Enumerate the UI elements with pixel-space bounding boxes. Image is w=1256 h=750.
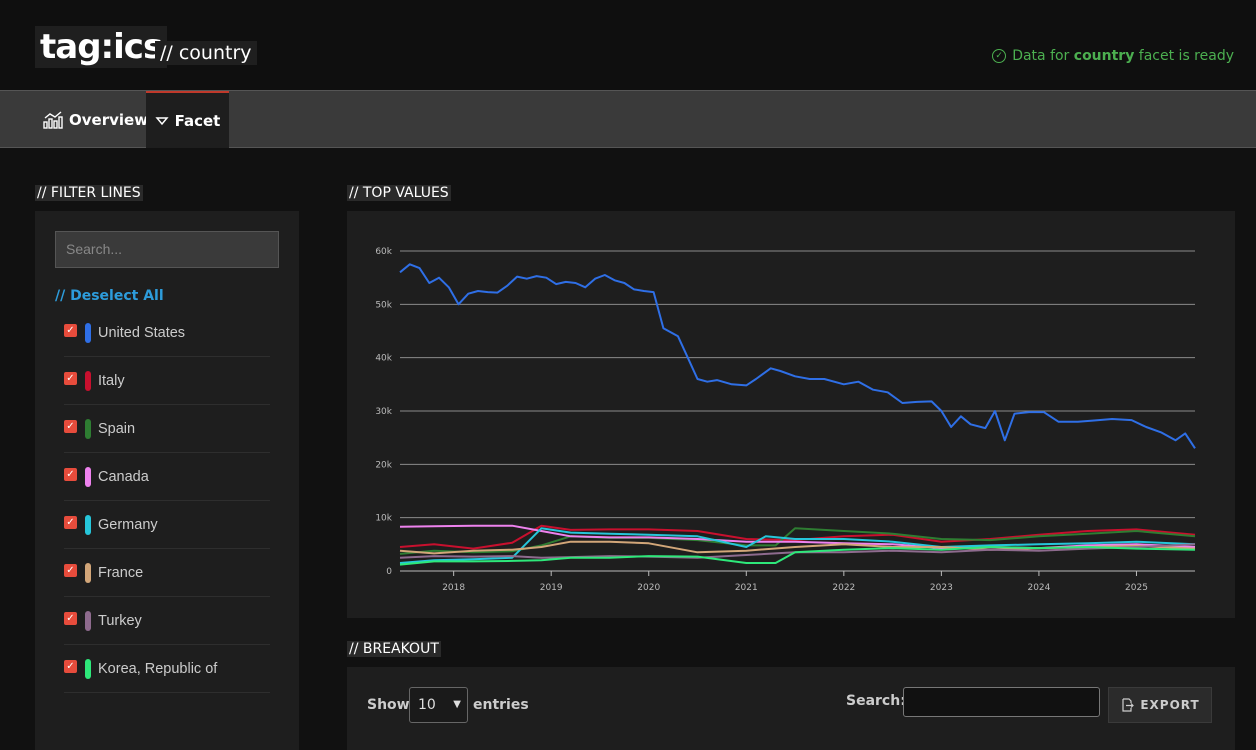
checkbox[interactable]: ✓ <box>64 660 77 673</box>
check-circle-icon: ✓ <box>992 49 1007 63</box>
top-values-chart-panel: 0 10k 20k 30k 40k 50k 60k 2018 2019 2020 2021 2022 2… <box>347 211 1235 618</box>
tab-overview-label: Overview <box>69 110 149 129</box>
top-values-section-text: // TOP VALUES <box>347 185 451 201</box>
x-tick-label: 2020 <box>637 583 660 593</box>
x-tick-label: 2021 <box>735 583 758 593</box>
series-swatch <box>85 562 91 583</box>
y-tick-label: 50k <box>375 300 392 310</box>
entries-label: entries <box>473 697 529 713</box>
x-tick-label: 2025 <box>1125 583 1148 593</box>
checkbox[interactable]: ✓ <box>64 612 77 625</box>
filter-item-label: Korea, Republic of <box>98 660 218 677</box>
checkbox[interactable]: ✓ <box>64 468 77 481</box>
filter-item[interactable]: ✓ Canada <box>64 453 270 501</box>
entries-value: 10 <box>418 697 436 713</box>
tab-bar: Overview Facet <box>0 90 1256 148</box>
y-tick-label: 40k <box>375 354 392 364</box>
tab-facet-label: Facet <box>174 111 221 130</box>
status-prefix: Data for <box>1012 48 1074 64</box>
filter-list: ✓ United States ✓ Italy ✓ Spain ✓ Canada ✓ Ge… <box>64 309 270 693</box>
series-swatch <box>85 658 91 679</box>
series-swatch <box>85 322 91 343</box>
filter-section-text: // FILTER LINES <box>35 185 143 201</box>
series-line <box>399 524 1196 550</box>
series-swatch <box>85 610 91 631</box>
top-values-chart: 0 10k 20k 30k 40k 50k 60k 2018 2019 2020 2021 2022 2… <box>375 247 1196 593</box>
series-line <box>399 543 1196 559</box>
page-subtitle: // country <box>155 41 257 65</box>
export-icon <box>1122 698 1135 712</box>
y-tick-label: 0 <box>386 567 392 577</box>
breakout-panel: Show 10 ▼ entries Search: EXPORT <box>347 667 1235 750</box>
checkbox[interactable]: ✓ <box>64 324 77 337</box>
y-tick-label: 20k <box>375 460 392 470</box>
filter-item-label: Spain <box>98 420 136 437</box>
chart-icon <box>43 110 63 129</box>
y-tick-label: 30k <box>375 407 392 417</box>
series-line <box>399 546 1196 566</box>
checkbox[interactable]: ✓ <box>64 420 77 433</box>
filter-item[interactable]: ✓ Turkey <box>64 597 270 645</box>
series-line <box>399 527 1196 555</box>
filter-item[interactable]: ✓ Italy <box>64 357 270 405</box>
filter-item[interactable]: ✓ Spain <box>64 405 270 453</box>
x-tick-label: 2023 <box>930 583 953 593</box>
x-tick-label: 2022 <box>832 583 855 593</box>
filter-item-label: Germany <box>98 516 158 533</box>
breakout-search-label: Search: <box>846 693 906 709</box>
series-line <box>399 527 1196 564</box>
checkbox[interactable]: ✓ <box>64 372 77 385</box>
series-swatch <box>85 466 91 487</box>
filter-item-label: Turkey <box>98 612 142 629</box>
filter-item[interactable]: ✓ United States <box>64 309 270 357</box>
breakout-section-label: // BREAKOUT <box>347 641 441 657</box>
filter-item[interactable]: ✓ Korea, Republic of <box>64 645 270 693</box>
chevron-down-icon: ▼ <box>453 699 461 710</box>
filter-item-label: Canada <box>98 468 149 485</box>
filter-section-label: // FILTER LINES <box>35 185 143 201</box>
tab-overview[interactable]: Overview <box>35 91 156 148</box>
status-suffix: facet is ready <box>1134 48 1234 64</box>
export-button[interactable]: EXPORT <box>1108 687 1212 723</box>
filter-panel: Search... // Deselect All ✓ United States… <box>35 211 299 750</box>
series-swatch <box>85 514 91 535</box>
app-logo[interactable]: tag:ics <box>35 26 168 68</box>
filter-item-label: United States <box>98 324 186 341</box>
filter-item-label: France <box>98 564 144 581</box>
top-values-section-label: // TOP VALUES <box>347 185 451 201</box>
y-tick-label: 10k <box>375 514 392 524</box>
x-tick-label: 2019 <box>540 583 563 593</box>
app-header: tag:ics // country ✓ Data for country fa… <box>0 0 1256 90</box>
series-swatch <box>85 418 91 439</box>
filter-item[interactable]: ✓ Germany <box>64 501 270 549</box>
checkbox[interactable]: ✓ <box>64 564 77 577</box>
filter-search-input[interactable]: Search... <box>55 231 279 268</box>
breakout-section-text: // BREAKOUT <box>347 641 441 657</box>
y-tick-label: 60k <box>375 247 392 257</box>
series-line <box>399 263 1196 449</box>
deselect-all-link[interactable]: // Deselect All <box>55 288 164 304</box>
status-message: ✓ Data for country facet is ready <box>992 48 1234 64</box>
filter-item-label: Italy <box>98 372 125 389</box>
series-swatch <box>85 370 91 391</box>
show-label: Show <box>367 697 410 713</box>
filter-item[interactable]: ✓ France <box>64 549 270 597</box>
x-tick-label: 2024 <box>1027 583 1050 593</box>
breakout-search-input[interactable] <box>903 687 1100 717</box>
checkbox[interactable]: ✓ <box>64 516 77 529</box>
status-facet: country <box>1073 48 1135 64</box>
filter-icon <box>155 116 169 125</box>
tab-facet[interactable]: Facet <box>146 91 229 148</box>
entries-select[interactable]: 10 ▼ <box>409 687 468 723</box>
x-tick-label: 2018 <box>442 583 465 593</box>
export-label: EXPORT <box>1140 698 1200 712</box>
